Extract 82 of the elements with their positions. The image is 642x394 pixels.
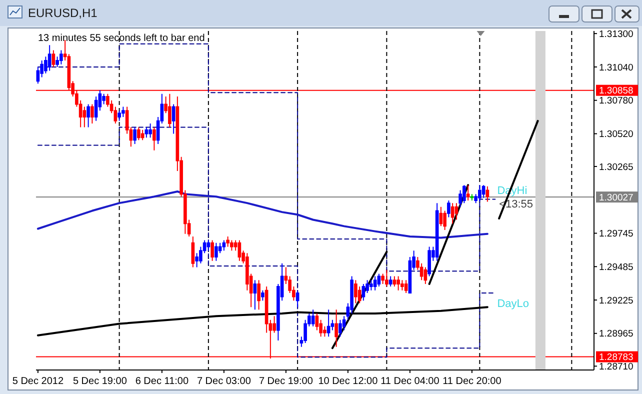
candlestick	[381, 273, 384, 284]
candlestick	[428, 246, 431, 277]
candlestick	[148, 122, 152, 138]
candlestick	[466, 184, 470, 201]
y-tick-label: 1.29745	[599, 228, 634, 240]
candlestick	[60, 50, 63, 65]
y-tick-label: 1.30265	[599, 162, 634, 173]
candlestick	[311, 309, 315, 327]
candlestick	[122, 106, 125, 118]
x-tick-label: 10 Dec 12:00	[318, 376, 378, 387]
x-tick-label: 5 Dec 2012	[12, 376, 64, 387]
y-tick-label: 1.30780	[599, 96, 634, 107]
candlestick	[334, 309, 338, 348]
candlestick	[482, 184, 486, 198]
candlestick	[118, 110, 121, 122]
candlestick	[338, 319, 342, 338]
x-tick-label: 7 Dec 03:00	[196, 376, 252, 387]
candlestick	[296, 290, 300, 308]
candlestick	[152, 126, 156, 151]
candlestick	[230, 240, 234, 252]
candlestick	[362, 283, 366, 302]
candlestick	[443, 210, 446, 231]
candlestick	[137, 126, 140, 141]
candlestick	[226, 236, 230, 248]
line-series	[36, 190, 488, 239]
y-tick-label: 1.30520	[599, 129, 634, 140]
candlestick	[447, 200, 450, 218]
candlestick	[462, 184, 466, 204]
candlestick	[377, 273, 381, 288]
candlestick	[478, 184, 482, 202]
candlestick	[172, 104, 176, 134]
candlestick	[261, 290, 264, 302]
candlestick	[222, 240, 226, 252]
candlestick	[206, 240, 210, 252]
candlestick	[210, 240, 214, 262]
y-tick-label: 1.31040	[599, 62, 634, 74]
candlestick	[388, 276, 392, 288]
candlestick	[486, 186, 490, 202]
y-tick-label: 1.29225	[599, 295, 634, 306]
candlestick	[191, 236, 195, 268]
candlestick	[424, 266, 428, 284]
candlestick	[392, 276, 396, 288]
x-tick-label: 7 Dec 19:00	[258, 376, 314, 387]
candlestick	[133, 126, 136, 144]
candlestick	[354, 280, 358, 304]
candlestick	[144, 126, 148, 138]
x-tick-label: 6 Dec 11:00	[135, 376, 189, 387]
candlestick	[238, 240, 242, 262]
candlestick	[90, 104, 94, 124]
x-tick-label: 5 Dec 19:00	[72, 376, 128, 387]
candlestick	[450, 202, 454, 224]
candlestick	[396, 276, 400, 291]
y-tick-label: 1.28965	[599, 328, 634, 340]
candlestick	[454, 202, 458, 220]
candlestick	[140, 129, 144, 141]
candlestick	[385, 269, 388, 288]
candlestick	[86, 104, 90, 128]
x-tick-label: 11 Dec 20:00	[442, 376, 502, 387]
candlestick	[52, 50, 56, 68]
y-tick-label: 1.31300	[599, 28, 634, 40]
series-label: DayLo	[497, 298, 529, 310]
y-tick-label: 1.28710	[599, 361, 634, 372]
candlestick	[257, 280, 260, 310]
candlestick	[253, 280, 257, 310]
ref-line-label: 1.30858	[599, 86, 634, 97]
candlestick	[326, 309, 330, 338]
candlestick	[435, 202, 439, 262]
candlestick	[48, 44, 52, 72]
candlestick	[370, 280, 373, 291]
y-tick-label: 1.29485	[599, 262, 634, 273]
candlestick	[404, 280, 408, 294]
candlestick	[214, 242, 218, 262]
candlestick	[168, 93, 172, 128]
ref-line-label: 1.30027	[599, 192, 634, 204]
candlestick	[439, 206, 443, 227]
annotation: 13 minutes 55 seconds left to bar end	[38, 33, 205, 44]
x-tick-label: 11 Dec 04:00	[380, 376, 440, 387]
candlestick	[470, 194, 474, 201]
chart-title: EURUSD,H1	[28, 6, 98, 20]
candlestick	[400, 280, 404, 291]
candlestick	[373, 276, 377, 291]
ref-line-label: 1.28783	[599, 352, 634, 364]
